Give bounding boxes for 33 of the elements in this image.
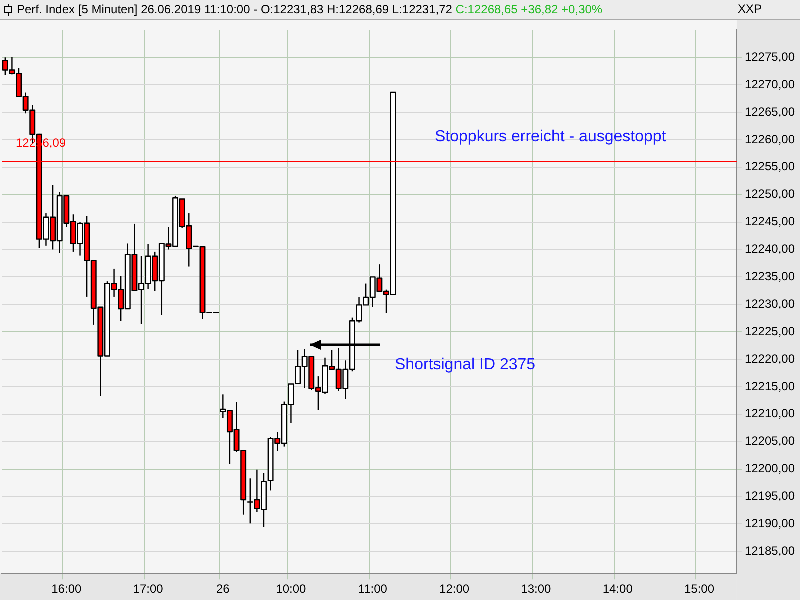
x-tick-label: 11:00: [358, 582, 388, 596]
y-tick-label: 12205,00: [744, 434, 796, 448]
x-tick-label: 10:00: [276, 582, 307, 596]
y-tick-label: 12210,00: [744, 406, 796, 421]
x-tick-label: 26: [216, 582, 230, 596]
x-tick-label: 12:00: [440, 582, 470, 596]
y-tick-label: 12265,00: [744, 104, 796, 119]
y-tick-label: 12200,00: [744, 462, 796, 476]
chart-subtitle: C:12268,65 +36,82 +0,30%: [456, 2, 603, 16]
x-tick-label: 15:00: [684, 582, 715, 596]
y-tick-label: 12270,00: [744, 77, 796, 92]
x-tick-label: 14:00: [602, 582, 634, 596]
y-tick-label: 12260,00: [744, 132, 796, 146]
y-tick-label: 12240,00: [744, 242, 796, 256]
y-tick-label: 12230,00: [744, 296, 796, 311]
y-tick-label: 12245,00: [744, 214, 796, 229]
x-tick-label: 17:00: [133, 582, 164, 596]
chart-title: Perf. Index [5 Minuten] 26.06.2019 11:10:00 - O:12231,83 H:12268,69 L:12231,72: [17, 2, 452, 16]
y-tick-label: 12275,00: [744, 50, 796, 64]
y-tick-label: 12185,00: [744, 544, 796, 558]
annotation: Stoppkurs erreicht - ausgestoppt: [435, 128, 667, 146]
y-tick-label: 12215,00: [744, 379, 796, 394]
y-tick-label: 12235,00: [744, 270, 796, 284]
text: XXP: [738, 1, 762, 18]
y-tick-label: 12190,00: [744, 516, 796, 531]
y-tick-label: 12195,00: [744, 489, 796, 504]
y-tick-label: 12250,00: [744, 187, 796, 202]
x-tick-label: 13:00: [521, 582, 552, 596]
y-tick-label: 12225,00: [744, 324, 796, 338]
annotation: Shortsignal ID 2375: [395, 356, 536, 374]
y-tick-label: 12220,00: [744, 352, 796, 366]
x-tick-label: 16:00: [52, 582, 82, 596]
y-tick-label: 12255,00: [744, 160, 796, 174]
